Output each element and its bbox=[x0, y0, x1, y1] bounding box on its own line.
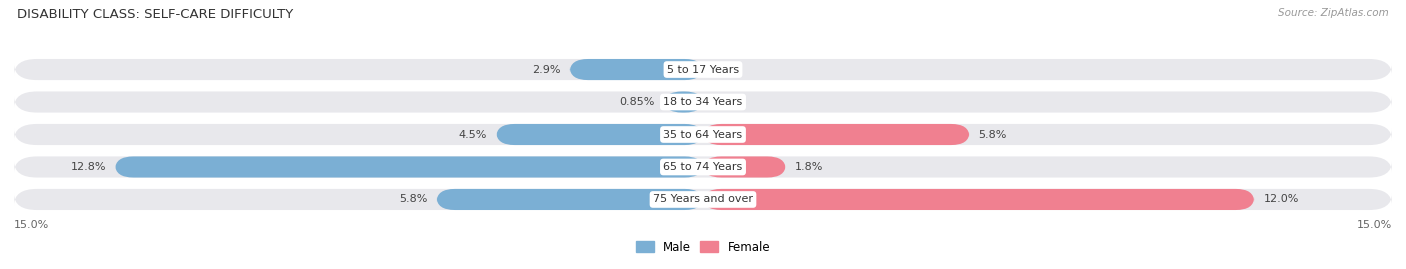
FancyBboxPatch shape bbox=[703, 157, 786, 178]
Text: 75 Years and over: 75 Years and over bbox=[652, 194, 754, 204]
FancyBboxPatch shape bbox=[437, 189, 703, 210]
FancyBboxPatch shape bbox=[703, 124, 969, 145]
Text: 1.8%: 1.8% bbox=[794, 162, 824, 172]
Text: 0.0%: 0.0% bbox=[713, 97, 741, 107]
Text: 18 to 34 Years: 18 to 34 Years bbox=[664, 97, 742, 107]
FancyBboxPatch shape bbox=[115, 157, 703, 178]
FancyBboxPatch shape bbox=[14, 91, 1392, 112]
Text: 5.8%: 5.8% bbox=[979, 129, 1007, 140]
Text: 5.8%: 5.8% bbox=[399, 194, 427, 204]
Text: 0.0%: 0.0% bbox=[713, 65, 741, 75]
Text: 0.85%: 0.85% bbox=[620, 97, 655, 107]
FancyBboxPatch shape bbox=[14, 59, 1392, 80]
FancyBboxPatch shape bbox=[14, 157, 1392, 178]
Text: 65 to 74 Years: 65 to 74 Years bbox=[664, 162, 742, 172]
Text: 2.9%: 2.9% bbox=[531, 65, 561, 75]
Text: 15.0%: 15.0% bbox=[1357, 220, 1392, 230]
FancyBboxPatch shape bbox=[496, 124, 703, 145]
Legend: Male, Female: Male, Female bbox=[631, 236, 775, 259]
Text: Source: ZipAtlas.com: Source: ZipAtlas.com bbox=[1278, 8, 1389, 18]
Text: 12.0%: 12.0% bbox=[1264, 194, 1299, 204]
FancyBboxPatch shape bbox=[703, 189, 1254, 210]
Text: 4.5%: 4.5% bbox=[458, 129, 486, 140]
FancyBboxPatch shape bbox=[664, 91, 703, 112]
Text: DISABILITY CLASS: SELF-CARE DIFFICULTY: DISABILITY CLASS: SELF-CARE DIFFICULTY bbox=[17, 8, 292, 21]
Text: 35 to 64 Years: 35 to 64 Years bbox=[664, 129, 742, 140]
Text: 12.8%: 12.8% bbox=[70, 162, 105, 172]
Text: 15.0%: 15.0% bbox=[14, 220, 49, 230]
FancyBboxPatch shape bbox=[14, 189, 1392, 210]
Text: 5 to 17 Years: 5 to 17 Years bbox=[666, 65, 740, 75]
FancyBboxPatch shape bbox=[569, 59, 703, 80]
FancyBboxPatch shape bbox=[14, 124, 1392, 145]
